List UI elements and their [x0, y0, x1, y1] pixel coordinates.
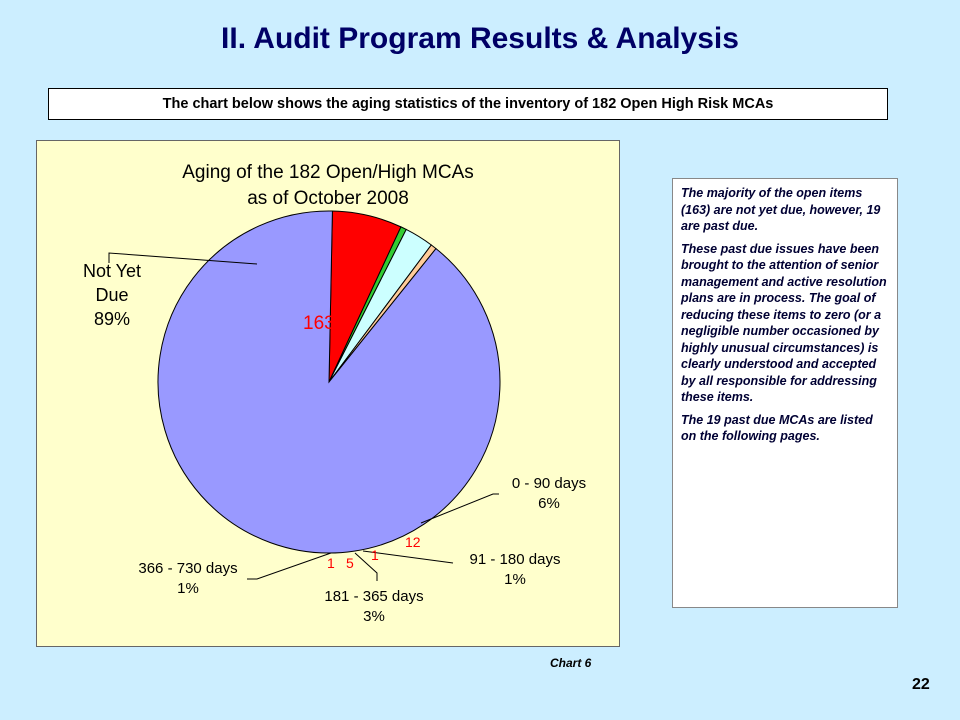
value-label-1-green: 1 [371, 547, 379, 563]
subtitle-text: The chart below shows the aging statisti… [162, 96, 774, 112]
chart-title-line1: Aging of the 182 Open/High MCAs [182, 162, 474, 183]
label-181-365-pct: 3% [363, 608, 385, 625]
notes-paragraph-3: The 19 past due MCAs are listed on the f… [681, 412, 873, 444]
label-0-90-pct: 6% [538, 495, 560, 512]
slide-title: II. Audit Program Results & Analysis [221, 22, 739, 55]
notes-paragraph-1: The majority of the open items (163) are… [681, 186, 881, 233]
value-label-163: 163 [303, 313, 335, 334]
leader-0-90 [420, 493, 499, 524]
label-0-90: 0 - 90 days 6% [499, 474, 599, 514]
label-91-180-pct: 1% [504, 571, 526, 588]
label-0-90-name: 0 - 90 days [511, 475, 587, 492]
chart-title-line2: as of October 2008 [247, 188, 409, 209]
leader-366-730 [247, 552, 332, 580]
pie-slice-not-yet-due [157, 210, 501, 554]
label-181-365-name: 181 - 365 days [324, 588, 424, 605]
notes-paragraph-2: These past due issues have been brought … [681, 241, 887, 405]
leader-not-yet-due [108, 252, 258, 265]
label-366-730-name: 366 - 730 days [138, 560, 238, 577]
notes-box: The majority of the open items (163) are… [672, 178, 898, 608]
label-91-180-name: 91 - 180 days [469, 551, 561, 568]
label-366-730: 366 - 730 days 1% [129, 559, 247, 599]
pie-chart [108, 210, 501, 581]
value-label-12: 12 [405, 534, 421, 550]
label-91-180: 91 - 180 days 1% [455, 550, 575, 590]
value-label-5: 5 [346, 555, 354, 571]
label-181-365: 181 - 365 days 3% [309, 587, 439, 627]
subtitle-box: The chart below shows the aging statisti… [48, 88, 888, 120]
leader-181-365 [354, 552, 378, 581]
chart-panel: Aging of the 182 Open/High MCAs as of Oc… [36, 140, 620, 647]
label-not-yet-due: Not Yet Due 89% [67, 259, 157, 331]
label-not-yet-due-pct: 89% [93, 309, 131, 329]
label-366-730-pct: 1% [177, 580, 199, 597]
chart-caption: Chart 6 [550, 656, 592, 670]
label-not-yet-due-line2: Due [95, 285, 129, 305]
page-number: 22 [912, 676, 930, 693]
value-label-1-peach: 1 [327, 555, 335, 571]
label-not-yet-due-line1: Not Yet [82, 261, 142, 281]
leader-91-180 [362, 550, 454, 564]
